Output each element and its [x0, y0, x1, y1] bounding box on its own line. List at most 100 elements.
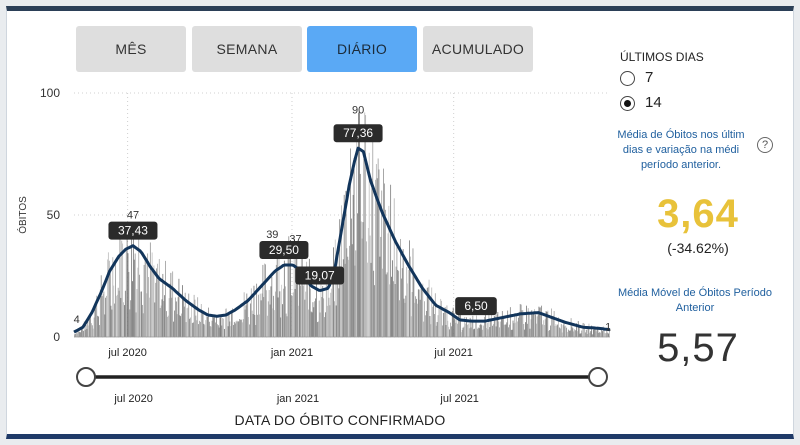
daily-bar — [455, 322, 457, 337]
daily-bar — [174, 310, 175, 337]
daily-bar — [507, 310, 509, 337]
help-icon[interactable]: ? — [757, 137, 773, 153]
daily-bar — [425, 315, 426, 337]
daily-bar — [523, 324, 525, 337]
daily-bar — [185, 322, 187, 337]
data-label: 37,43 — [118, 224, 148, 238]
daily-bar — [579, 333, 581, 337]
daily-bar — [161, 299, 163, 337]
daily-bar — [126, 222, 128, 337]
daily-bar — [180, 316, 182, 337]
daily-bar — [179, 315, 181, 337]
daily-bar — [123, 302, 124, 337]
tab-mes[interactable]: MÊS — [76, 26, 186, 72]
daily-bar — [134, 253, 136, 337]
daily-bar — [480, 323, 482, 337]
daily-bar — [252, 314, 254, 337]
daily-bar — [143, 264, 145, 337]
daily-bar — [336, 278, 338, 337]
daily-bar — [591, 325, 593, 337]
daily-bar — [90, 315, 91, 337]
daily-bar — [314, 301, 316, 337]
daily-bar — [463, 326, 465, 337]
deaths-chart-svg: 0 50 100 jul 2020 jan 2021 jul 2021 ÓBITOS 4 47 3… — [16, 86, 611, 405]
date-range-end-handle[interactable] — [588, 367, 608, 387]
daily-bar — [543, 320, 544, 337]
daily-bar — [360, 221, 362, 337]
daily-bar — [566, 327, 568, 337]
daily-bar — [555, 324, 557, 337]
daily-bar — [122, 243, 124, 337]
daily-bar — [204, 325, 206, 337]
daily-bar — [239, 319, 241, 337]
daily-bar — [262, 264, 264, 337]
daily-bar — [559, 328, 561, 337]
daily-bar — [501, 318, 502, 337]
radio-14-days[interactable] — [620, 96, 635, 111]
daily-bar — [267, 301, 269, 337]
daily-bar — [434, 293, 436, 337]
tab-acumulado[interactable]: ACUMULADO — [423, 26, 533, 72]
daily-bar — [170, 272, 172, 337]
daily-bar — [90, 323, 92, 337]
daily-bar — [317, 321, 319, 337]
y-tick-label: 0 — [53, 330, 60, 344]
daily-bar — [289, 241, 291, 337]
daily-bar — [510, 329, 512, 337]
daily-bar — [116, 294, 118, 337]
daily-bar — [565, 325, 567, 337]
tab-semana[interactable]: SEMANA — [192, 26, 302, 72]
daily-bar — [568, 330, 570, 337]
daily-bar — [358, 112, 360, 338]
daily-bar — [584, 323, 585, 337]
tab-diario[interactable]: DIÁRIO — [307, 26, 417, 72]
daily-bar — [400, 238, 401, 337]
daily-bar — [96, 295, 98, 337]
date-range-start-handle[interactable] — [76, 367, 96, 387]
daily-bar — [176, 314, 178, 337]
daily-bar — [149, 297, 150, 337]
daily-bar — [107, 259, 108, 337]
daily-bar — [370, 262, 372, 337]
daily-bar — [295, 258, 297, 337]
daily-bar — [395, 266, 397, 337]
daily-bar — [76, 333, 78, 337]
daily-bar — [310, 311, 312, 337]
data-label: 1 — [605, 322, 611, 334]
daily-bar — [278, 255, 280, 337]
daily-bar — [184, 292, 186, 337]
daily-bar — [575, 330, 576, 337]
daily-bar — [560, 324, 562, 337]
daily-bar — [532, 314, 534, 337]
slider-tick-label: jul 2021 — [439, 393, 479, 405]
daily-bar — [166, 311, 167, 337]
daily-bar — [586, 334, 588, 337]
daily-bar — [453, 313, 455, 337]
daily-bar — [85, 325, 87, 337]
daily-bar — [543, 325, 545, 337]
daily-bar — [174, 297, 176, 337]
daily-bar — [526, 305, 527, 337]
daily-bar — [178, 278, 180, 337]
daily-bar — [596, 326, 598, 337]
radio-7-days[interactable] — [620, 71, 635, 86]
daily-bar — [433, 305, 434, 337]
daily-bar — [378, 169, 380, 337]
daily-bar — [389, 284, 391, 337]
current-average-value: 3,64 — [657, 192, 739, 236]
daily-bar — [163, 301, 165, 337]
daily-bar — [246, 293, 248, 337]
daily-bar — [588, 323, 590, 337]
daily-bar — [177, 297, 179, 337]
daily-bar — [283, 260, 285, 337]
data-label: 19,07 — [305, 268, 335, 282]
daily-bar — [424, 301, 425, 337]
daily-bar — [467, 323, 469, 337]
daily-bar — [312, 302, 314, 337]
daily-bar — [223, 318, 224, 337]
daily-bar — [156, 268, 157, 337]
daily-bar — [559, 327, 560, 337]
daily-bar — [408, 269, 409, 337]
daily-bar — [160, 305, 162, 337]
daily-bar — [189, 318, 191, 337]
